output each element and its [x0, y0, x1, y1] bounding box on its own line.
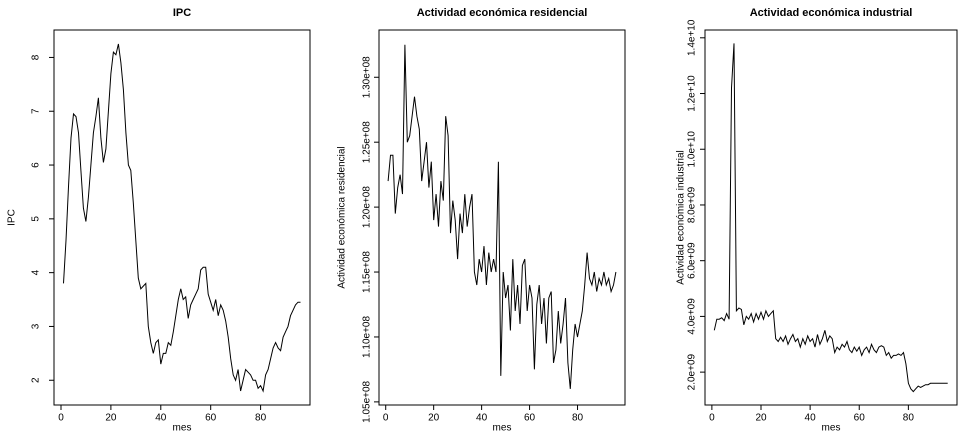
- y-axis-label: Actividad económica industrial: [676, 150, 687, 285]
- x-tick-label: 40: [155, 413, 167, 424]
- chart-title: Actividad económica industrial: [750, 7, 913, 19]
- x-tick-label: 60: [524, 413, 536, 424]
- x-tick-label: 80: [255, 413, 267, 424]
- x-tick-label: 0: [383, 413, 389, 424]
- y-tick-label: 7: [31, 108, 42, 114]
- y-tick-label: 1.4e+10: [687, 19, 698, 56]
- y-tick-label: 4.0e+09: [687, 298, 698, 335]
- y-tick-label: 6: [31, 162, 42, 168]
- y-tick-label: 8: [31, 54, 42, 60]
- y-tick-label: 1.05e+08: [362, 380, 373, 422]
- y-tick-label: 5: [31, 216, 42, 222]
- y-tick-label: 1.0e+10: [687, 131, 698, 168]
- y-tick-label: 1.15e+08: [362, 251, 373, 293]
- x-tick-label: 0: [709, 413, 715, 424]
- x-tick-label: 20: [428, 413, 440, 424]
- y-tick-label: 1.30e+08: [362, 56, 373, 98]
- y-tick-label: 4: [31, 269, 42, 275]
- y-tick-label: 2: [31, 377, 42, 383]
- plot-box: [704, 29, 958, 406]
- y-tick-label: 2.0e+09: [687, 353, 698, 390]
- data-line: [713, 43, 948, 393]
- plot-box: [53, 29, 311, 406]
- y-tick-label: 1.2e+10: [687, 75, 698, 112]
- x-axis-label: mes: [493, 423, 512, 434]
- chart-title: Actividad económica residencial: [417, 7, 588, 19]
- y-tick-label: 8.0e+09: [687, 186, 698, 223]
- y-tick-label: 3: [31, 323, 42, 329]
- x-tick-label: 60: [205, 413, 217, 424]
- x-tick-label: 40: [476, 413, 488, 424]
- x-tick-label: 0: [58, 413, 64, 424]
- y-axis-label: Actividad económica residencial: [337, 146, 348, 288]
- x-tick-label: 60: [854, 413, 866, 424]
- data-line: [63, 43, 301, 393]
- y-tick-label: 1.25e+08: [362, 121, 373, 163]
- y-tick-label: 1.10e+08: [362, 316, 373, 358]
- x-tick-label: 80: [903, 413, 915, 424]
- y-tick-label: 6.0e+09: [687, 242, 698, 279]
- x-tick-label: 20: [105, 413, 117, 424]
- data-line: [387, 44, 617, 389]
- x-tick-label: 20: [755, 413, 767, 424]
- x-axis-label: mes: [822, 423, 841, 434]
- y-axis-label: IPC: [7, 209, 18, 226]
- plot-box: [378, 29, 626, 406]
- x-tick-label: 40: [805, 413, 817, 424]
- y-tick-label: 1.20e+08: [362, 186, 373, 228]
- x-tick-label: 80: [572, 413, 584, 424]
- chart-title: IPC: [173, 7, 191, 19]
- x-axis-label: mes: [173, 423, 192, 434]
